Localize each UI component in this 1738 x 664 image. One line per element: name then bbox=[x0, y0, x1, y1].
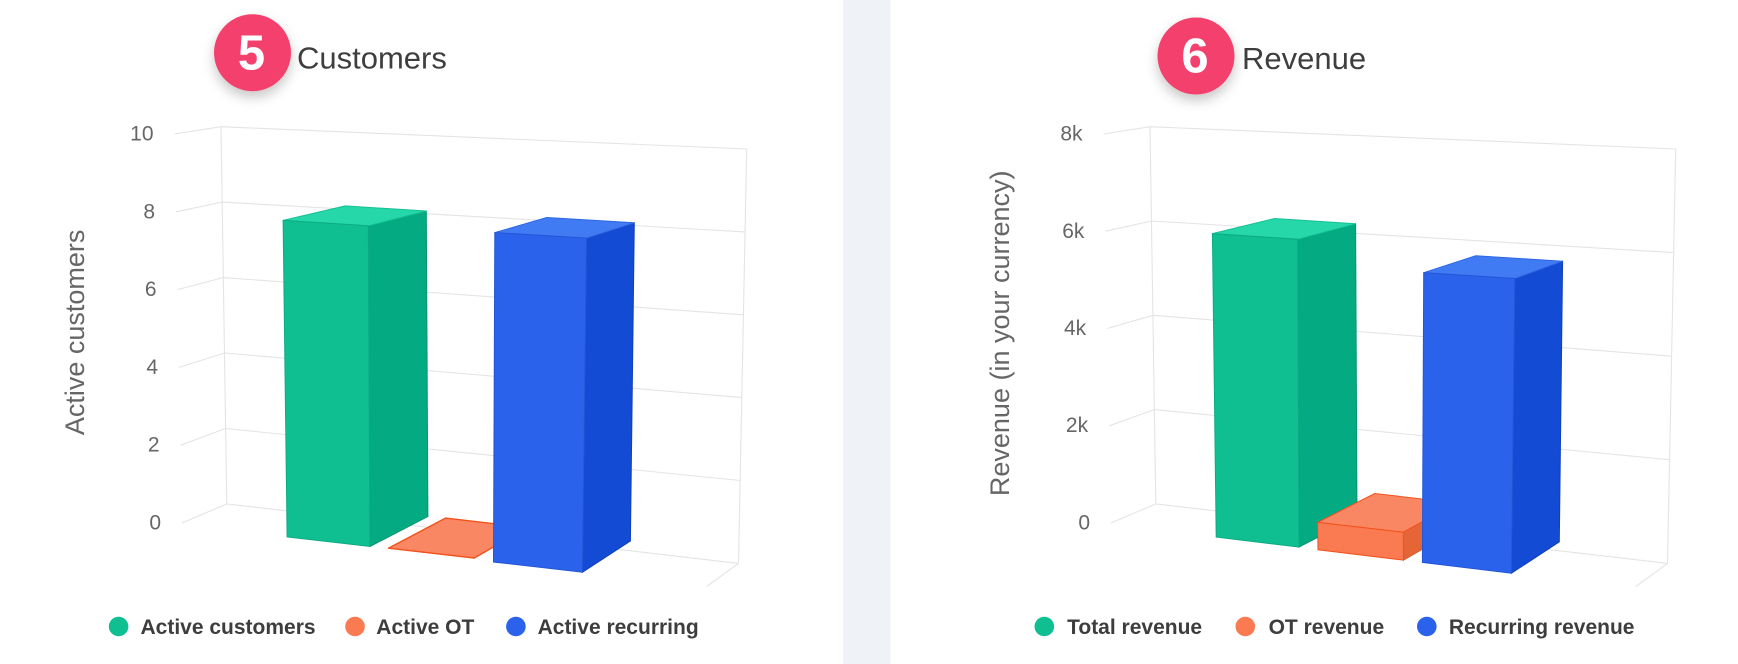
svg-text:Active OT: Active OT bbox=[376, 616, 474, 639]
svg-text:Customers: Customers bbox=[297, 41, 447, 76]
svg-text:4k: 4k bbox=[1064, 317, 1087, 340]
svg-text:6: 6 bbox=[1181, 30, 1208, 84]
svg-text:5: 5 bbox=[238, 26, 265, 80]
svg-text:Active customers: Active customers bbox=[60, 230, 90, 436]
svg-text:2: 2 bbox=[148, 434, 160, 457]
svg-text:Revenue: Revenue bbox=[1242, 41, 1366, 76]
svg-text:Recurring revenue: Recurring revenue bbox=[1449, 616, 1635, 639]
svg-text:Revenue (in your currency): Revenue (in your currency) bbox=[985, 170, 1015, 496]
svg-text:6: 6 bbox=[145, 278, 157, 301]
svg-text:0: 0 bbox=[1078, 512, 1090, 535]
svg-text:6k: 6k bbox=[1062, 220, 1085, 243]
svg-text:10: 10 bbox=[130, 123, 153, 146]
svg-text:8k: 8k bbox=[1060, 123, 1083, 146]
svg-text:0: 0 bbox=[149, 512, 161, 535]
svg-text:Active recurring: Active recurring bbox=[538, 616, 699, 639]
svg-text:4: 4 bbox=[146, 356, 158, 379]
svg-text:2k: 2k bbox=[1066, 414, 1089, 437]
svg-text:Active customers: Active customers bbox=[141, 616, 316, 639]
svg-text:Total revenue: Total revenue bbox=[1067, 616, 1202, 639]
svg-text:8: 8 bbox=[143, 200, 155, 223]
svg-text:OT revenue: OT revenue bbox=[1269, 616, 1385, 639]
